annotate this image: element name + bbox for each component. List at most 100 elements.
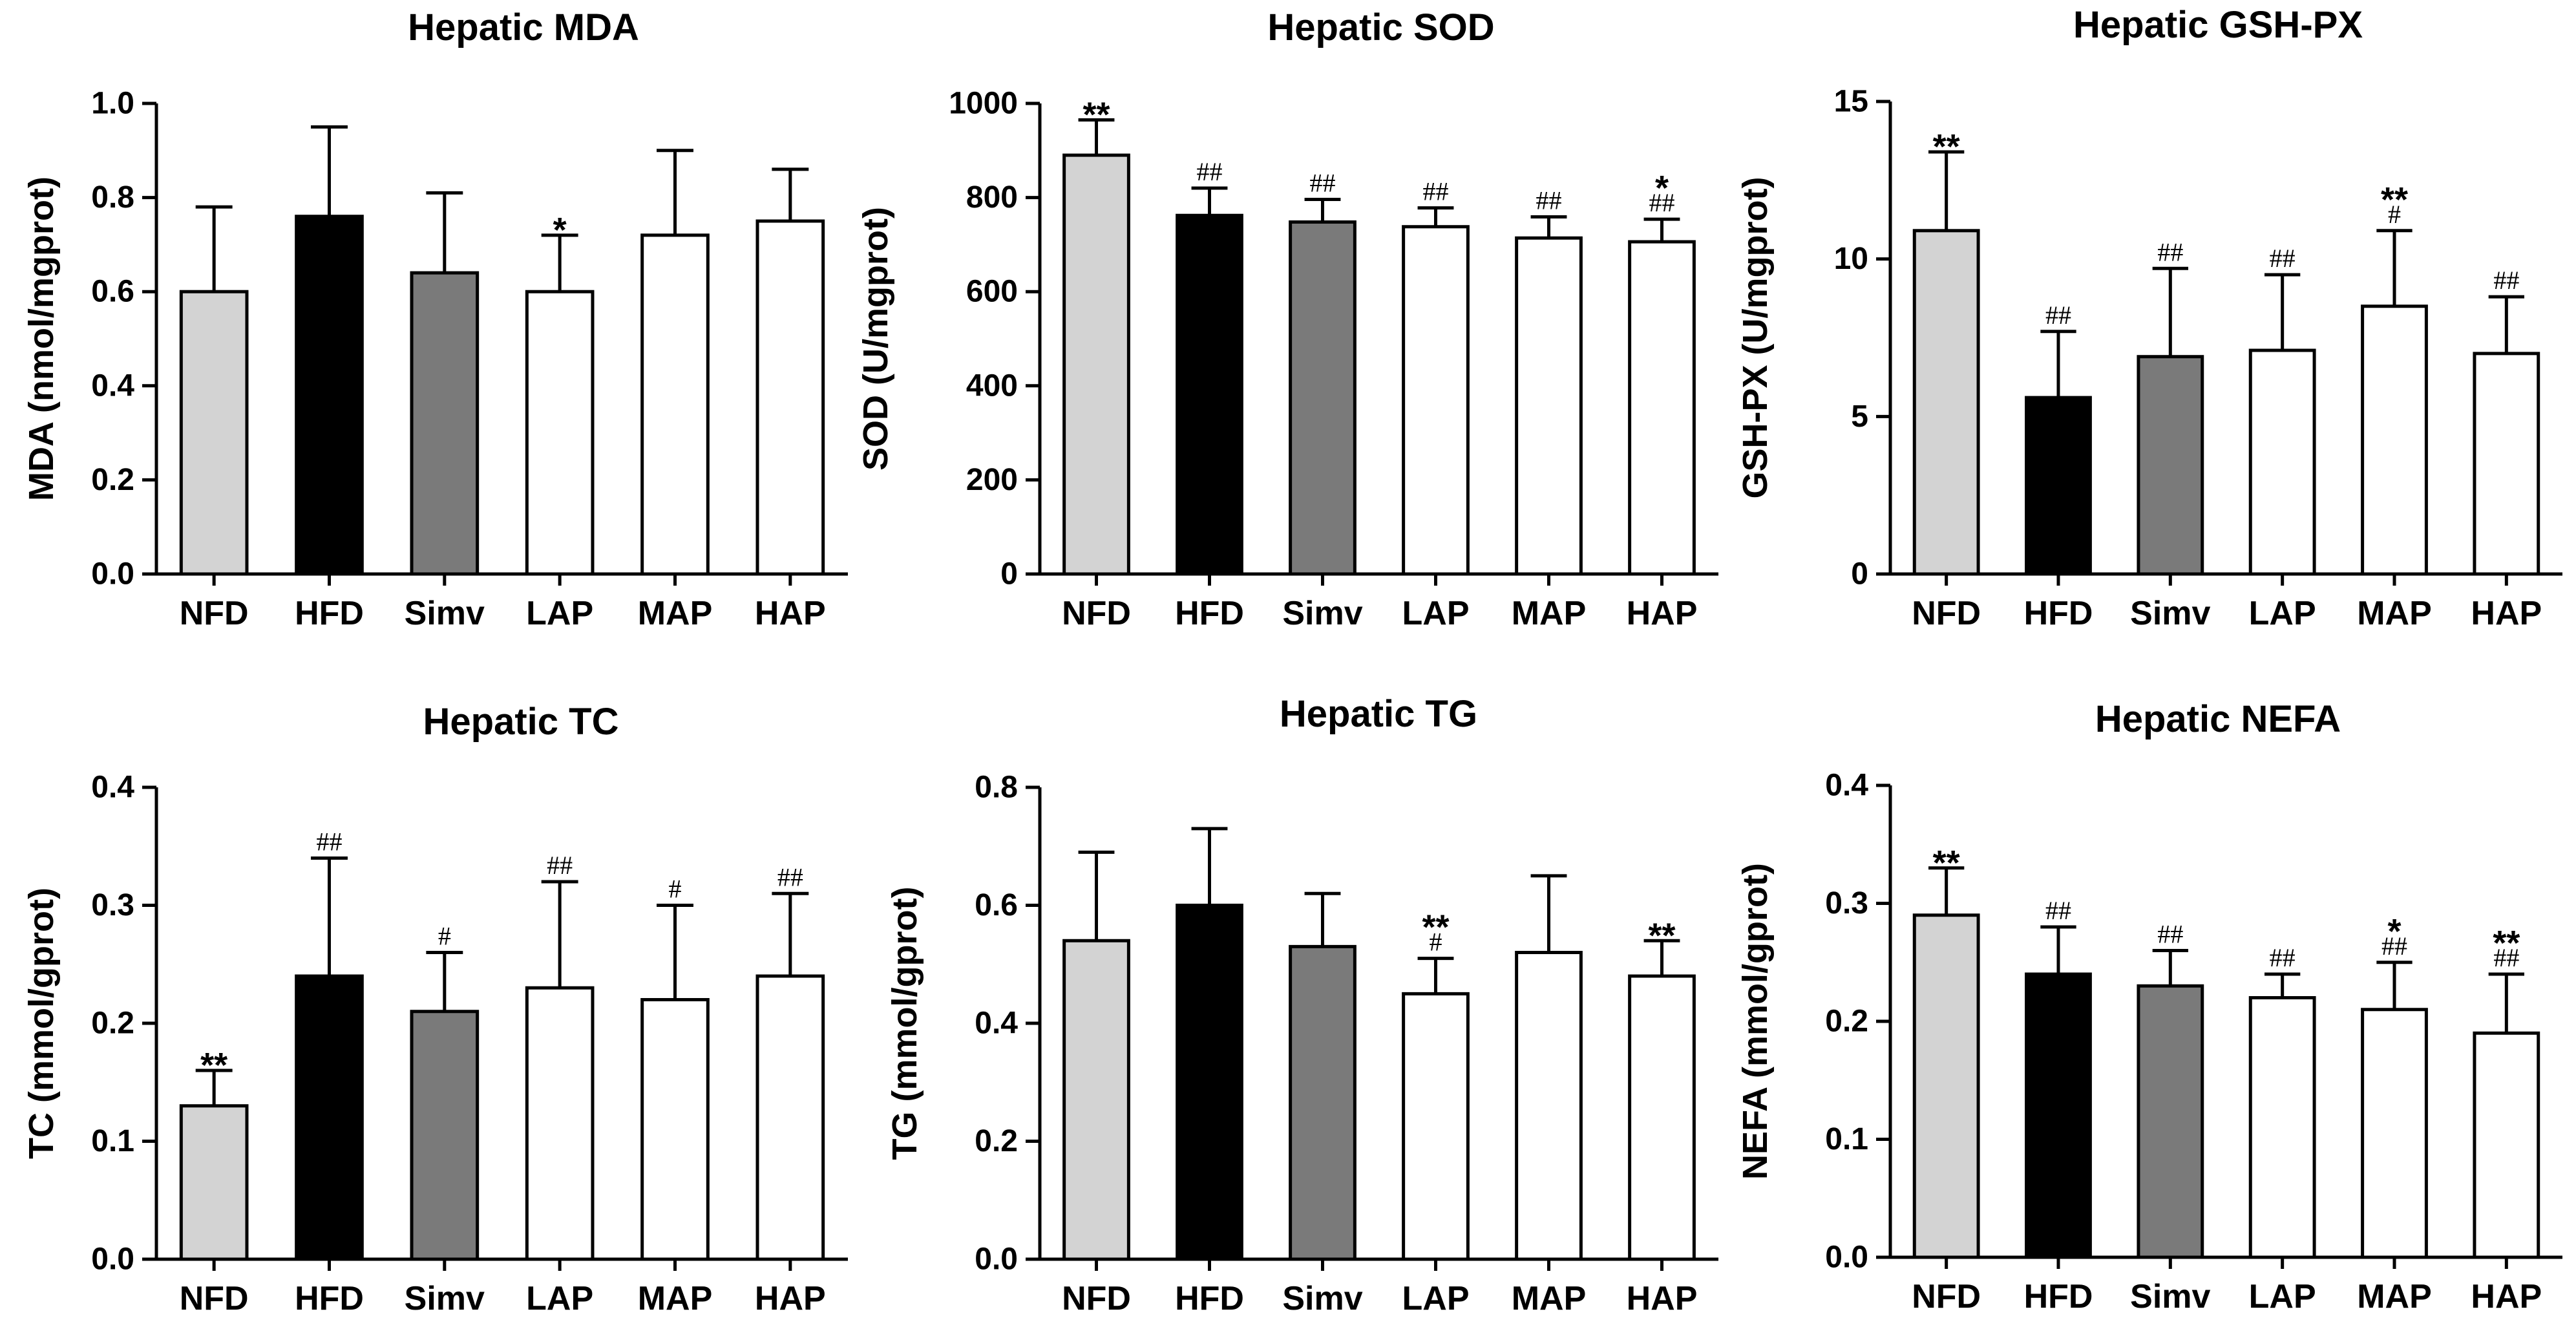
- x-tick-label: NFD: [180, 595, 249, 632]
- y-tick-label: 0.3: [1825, 886, 1868, 920]
- y-tick-label: 0.3: [91, 888, 134, 922]
- bar-nfd: [1912, 913, 1980, 1259]
- significance-hash: ##: [2157, 237, 2183, 266]
- y-tick-label: 1.0: [91, 87, 134, 121]
- y-tick-label: 0.0: [91, 1242, 134, 1277]
- y-tick-label: 0.8: [91, 180, 134, 215]
- x-tick-label: HAP: [1627, 1280, 1698, 1317]
- x-tick-label: HAP: [755, 1280, 826, 1317]
- bar-lap: [2248, 348, 2316, 576]
- bar-hap: [2473, 1031, 2540, 1259]
- bar-simv: [410, 271, 480, 576]
- x-tick-label: Simv: [1282, 595, 1362, 632]
- y-tick-label: 0.2: [975, 1124, 1018, 1158]
- y-tick-label: 400: [966, 368, 1018, 403]
- significance-hash: ##: [2381, 931, 2407, 961]
- chart-panel-1: Hepatic MDA MDA (nmol/mgprot) 0.0 0.2 0.4 0.6…: [22, 6, 848, 632]
- significance-hash: #: [438, 922, 451, 951]
- chart-panel-5: Hepatic TG TG (mmol/gprot) 0.0 0.2 0.4 0.6 0.8…: [885, 693, 1718, 1317]
- x-tick-label: HAP: [1627, 595, 1698, 632]
- x-tick-label: MAP: [2357, 1278, 2432, 1315]
- bar-hfd: [2025, 972, 2092, 1259]
- significance-hash: ##: [317, 827, 343, 856]
- x-tick-label: HFD: [1175, 1280, 1244, 1317]
- bar-hap: [2473, 352, 2540, 576]
- x-tick-label: HAP: [755, 595, 826, 632]
- y-tick-label: 0.1: [91, 1124, 134, 1158]
- y-tick-label: 0: [1851, 557, 1868, 591]
- chart-title: Hepatic SOD: [1267, 6, 1494, 48]
- y-tick-label: 0.4: [1825, 769, 1868, 803]
- significance-hash: ##: [1310, 169, 1336, 198]
- y-axis-label: MDA (nmol/mgprot): [22, 176, 61, 501]
- y-axis-label: GSH-PX (U/mgprot): [1736, 177, 1775, 499]
- bar-nfd: [1062, 153, 1130, 576]
- y-tick-label: 0.6: [975, 888, 1018, 922]
- significance-hash: ##: [2493, 266, 2519, 295]
- y-axis-label: TG (mmol/gprot): [885, 887, 924, 1160]
- x-tick-label: NFD: [1912, 595, 1981, 632]
- bar-hap: [755, 219, 825, 576]
- y-tick-label: 0.0: [975, 1242, 1018, 1277]
- x-tick-label: NFD: [180, 1280, 249, 1317]
- x-tick-label: HAP: [2471, 595, 2542, 632]
- bar-lap: [2248, 996, 2316, 1259]
- x-tick-label: LAP: [526, 595, 593, 632]
- x-tick-label: HFD: [2024, 1278, 2093, 1315]
- significance-hash: ##: [547, 851, 573, 880]
- significance-star: **: [200, 1046, 227, 1085]
- significance-hash: ##: [2270, 943, 2296, 972]
- y-tick-label: 600: [966, 275, 1018, 309]
- x-tick-label: MAP: [1512, 1280, 1587, 1317]
- significance-hash: ##: [777, 862, 803, 891]
- bar-map: [640, 233, 710, 576]
- significance-hash: ##: [2045, 301, 2071, 330]
- x-tick-label: HFD: [1175, 595, 1244, 632]
- bar-hfd: [295, 215, 364, 576]
- y-tick-label: 1000: [949, 87, 1018, 121]
- x-tick-label: Simv: [2130, 595, 2210, 632]
- chart-panel-4: Hepatic TC TC (mmol/gprot) 0.0 0.1 0.2 0.3 0.4…: [22, 701, 848, 1317]
- x-tick-label: HFD: [295, 595, 364, 632]
- y-axis-label: TC (mmol/gprot): [22, 888, 61, 1159]
- x-tick-label: Simv: [1282, 1280, 1362, 1317]
- y-tick-label: 0.2: [1825, 1005, 1868, 1039]
- bar-nfd: [179, 1104, 249, 1261]
- y-tick-label: 0.4: [91, 771, 134, 805]
- x-tick-label: LAP: [2249, 1278, 2316, 1315]
- bar-nfd: [1062, 939, 1130, 1261]
- x-tick-label: NFD: [1062, 595, 1131, 632]
- bar-hap: [755, 974, 825, 1261]
- x-tick-label: HFD: [295, 1280, 364, 1317]
- x-tick-label: LAP: [2249, 595, 2316, 632]
- chart-panel-2: Hepatic SOD SOD (U/mgprot) 0 200 400 600 800 10…: [856, 6, 1718, 632]
- bar-hfd: [1176, 213, 1243, 576]
- bar-map: [2361, 304, 2428, 576]
- x-tick-label: MAP: [2357, 595, 2432, 632]
- y-tick-label: 0: [1000, 557, 1018, 591]
- significance-hash: ##: [1649, 188, 1675, 217]
- x-tick-label: Simv: [405, 1280, 485, 1317]
- y-tick-label: 0.6: [91, 275, 134, 309]
- bar-nfd: [179, 290, 249, 576]
- bar-map: [1515, 951, 1583, 1261]
- y-tick-label: 0.4: [91, 368, 134, 403]
- significance-hash: ##: [2270, 244, 2296, 273]
- chart-title: Hepatic TC: [423, 701, 619, 743]
- significance-star: *: [553, 211, 567, 250]
- y-tick-label: 0.0: [1825, 1240, 1868, 1275]
- y-axis-label: SOD (U/mgprot): [856, 207, 895, 471]
- significance-hash: ##: [1423, 177, 1449, 206]
- y-tick-label: 0.0: [91, 557, 134, 591]
- y-tick-label: 0.8: [975, 771, 1018, 805]
- bar-simv: [2137, 355, 2204, 576]
- y-tick-label: 15: [1834, 85, 1868, 119]
- x-tick-label: Simv: [405, 595, 485, 632]
- bar-simv: [1289, 944, 1357, 1261]
- chart-title: Hepatic NEFA: [2095, 698, 2341, 740]
- significance-star: **: [1082, 95, 1110, 134]
- x-tick-label: MAP: [638, 1280, 713, 1317]
- y-tick-label: 10: [1834, 242, 1868, 276]
- bar-simv: [410, 1010, 480, 1261]
